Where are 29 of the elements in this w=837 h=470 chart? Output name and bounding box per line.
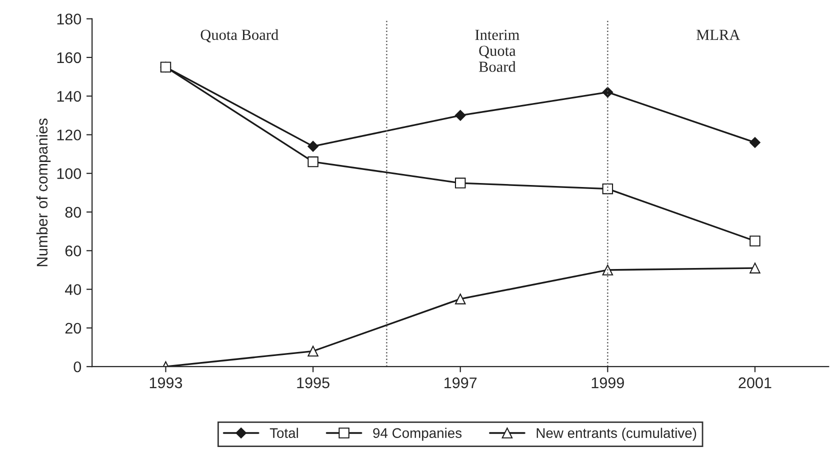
x-tick-label: 1995	[297, 377, 330, 388]
point	[308, 156, 318, 168]
x-tick-label: 1993	[150, 377, 182, 388]
legend-label: New entrants (cumulative)	[536, 428, 696, 441]
y-tick-label: 80	[65, 206, 82, 218]
y-tick-label: 100	[57, 168, 82, 180]
x-tick-label: 1997	[444, 377, 477, 388]
point	[750, 137, 760, 148]
y-tick-label: 160	[57, 52, 82, 64]
y-tick-label: 0	[74, 361, 82, 372]
annotation: MLRA	[696, 30, 740, 40]
legend-label: 94 Companies	[373, 428, 462, 441]
y-tick-label: 140	[57, 90, 82, 102]
point	[750, 236, 760, 246]
y-tick-label: 180	[57, 14, 82, 24]
y-tick-label: 40	[65, 284, 82, 295]
y-tick-label: 20	[65, 322, 82, 334]
x-tick-label: 2001	[738, 377, 772, 388]
annotation: Quota Board	[200, 29, 278, 42]
point	[454, 178, 466, 188]
y-axis-title: Number of companies	[36, 118, 51, 266]
annotation: Interim Quota Board	[475, 30, 520, 72]
point	[308, 140, 318, 152]
y-tick-label: 120	[57, 130, 82, 140]
point	[454, 110, 466, 121]
x-tick-label: 1999	[592, 377, 624, 388]
legend-label: Total	[270, 428, 298, 438]
y-tick-label: 60	[65, 246, 82, 256]
point	[602, 183, 614, 194]
